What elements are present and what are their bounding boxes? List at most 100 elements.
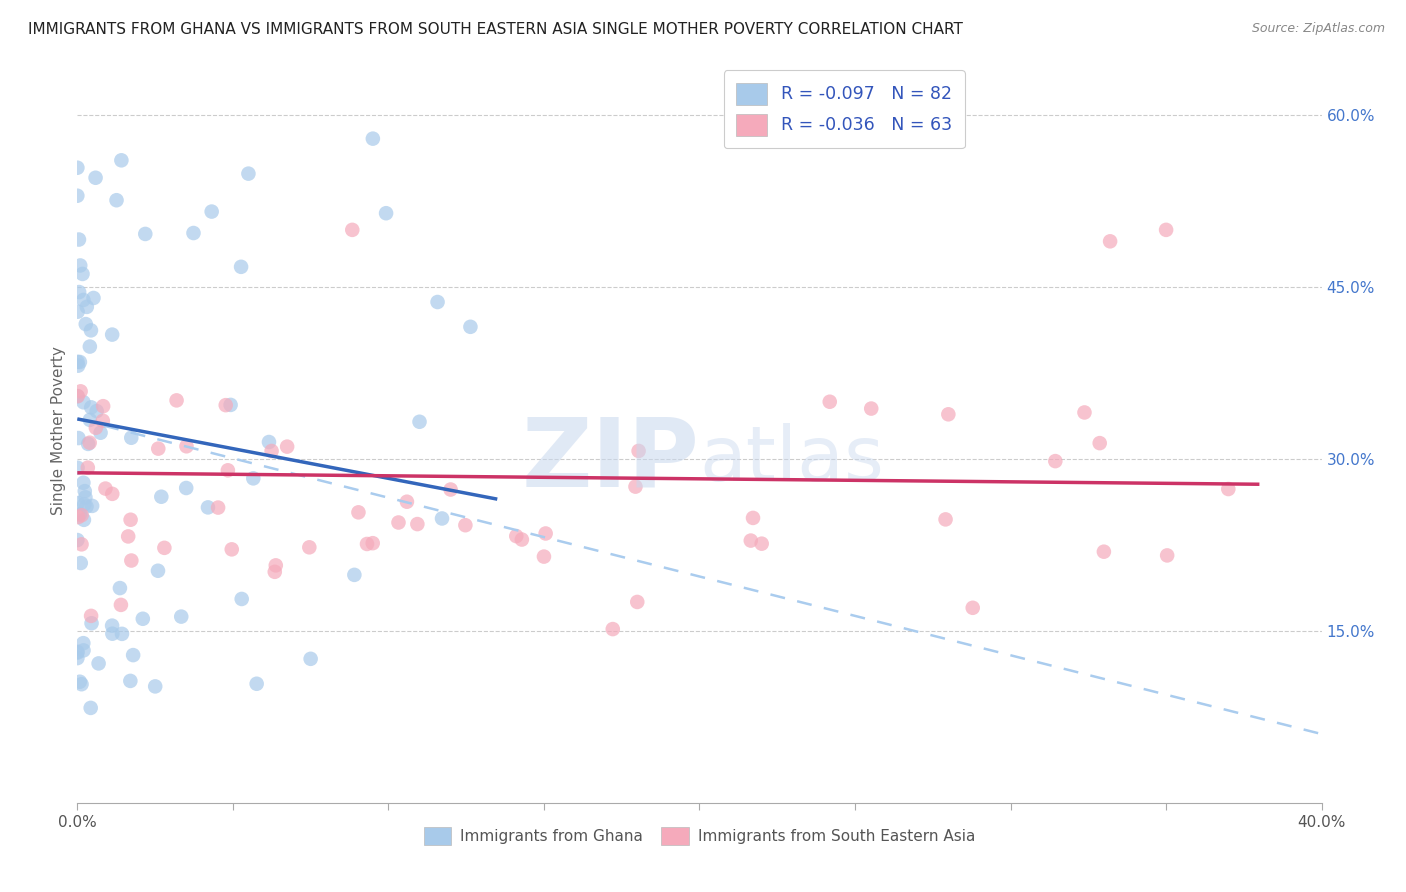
Point xyxy=(299,652,322,666)
Point xyxy=(1156,549,1178,563)
Point xyxy=(231,591,253,606)
Point xyxy=(219,398,242,412)
Point xyxy=(242,471,264,485)
Point xyxy=(298,541,321,555)
Point xyxy=(257,435,280,450)
Point xyxy=(183,226,205,240)
Point xyxy=(120,553,142,567)
Point xyxy=(361,536,384,550)
Point xyxy=(66,389,89,403)
Point xyxy=(361,131,384,145)
Point xyxy=(82,499,104,513)
Point xyxy=(962,600,984,615)
Point xyxy=(69,674,91,689)
Point xyxy=(69,355,91,369)
Point xyxy=(91,399,114,413)
Point xyxy=(66,645,89,659)
Point xyxy=(134,227,156,241)
Point xyxy=(72,643,94,657)
Point xyxy=(72,395,94,409)
Point xyxy=(79,340,101,354)
Point xyxy=(860,401,883,416)
Point xyxy=(751,536,773,550)
Point xyxy=(73,484,96,499)
Point xyxy=(238,167,260,181)
Point xyxy=(66,161,89,175)
Point xyxy=(70,537,93,551)
Point xyxy=(818,394,841,409)
Point xyxy=(120,431,142,445)
Point xyxy=(66,460,89,475)
Point xyxy=(602,622,624,636)
Point xyxy=(146,564,169,578)
Point xyxy=(263,565,285,579)
Y-axis label: Single Mother Poverty: Single Mother Poverty xyxy=(51,346,66,515)
Point xyxy=(101,327,124,342)
Point xyxy=(439,483,461,497)
Point xyxy=(73,513,96,527)
Point xyxy=(72,636,94,650)
Point xyxy=(148,442,170,456)
Point xyxy=(264,558,287,573)
Point xyxy=(166,393,188,408)
Point xyxy=(66,304,89,318)
Point xyxy=(101,618,124,632)
Point xyxy=(101,487,124,501)
Point xyxy=(72,293,94,307)
Point xyxy=(117,529,139,543)
Point xyxy=(1088,436,1111,450)
Point xyxy=(201,204,224,219)
Text: ZIP: ZIP xyxy=(522,414,700,507)
Point xyxy=(108,581,131,595)
Point xyxy=(534,526,557,541)
Point xyxy=(80,401,103,415)
Point xyxy=(260,444,283,458)
Point xyxy=(66,646,89,660)
Point xyxy=(110,598,132,612)
Point xyxy=(69,259,91,273)
Point xyxy=(70,508,93,523)
Text: atlas: atlas xyxy=(700,423,884,497)
Point xyxy=(80,616,103,631)
Point xyxy=(75,317,97,331)
Point xyxy=(375,206,398,220)
Point xyxy=(67,510,90,524)
Point xyxy=(91,414,114,428)
Point xyxy=(69,508,91,522)
Point xyxy=(426,295,449,310)
Point xyxy=(505,529,527,543)
Point xyxy=(1092,544,1115,558)
Point xyxy=(215,398,238,412)
Point xyxy=(67,359,90,373)
Point xyxy=(356,537,378,551)
Point xyxy=(460,319,482,334)
Point xyxy=(624,480,647,494)
Point xyxy=(67,431,90,445)
Point xyxy=(72,267,94,281)
Point xyxy=(66,651,89,665)
Point xyxy=(276,440,298,454)
Point xyxy=(79,413,101,427)
Point xyxy=(110,153,132,168)
Legend: Immigrants from Ghana, Immigrants from South Eastern Asia: Immigrants from Ghana, Immigrants from S… xyxy=(418,822,981,851)
Point xyxy=(626,595,648,609)
Point xyxy=(69,556,91,570)
Point xyxy=(120,513,142,527)
Point xyxy=(73,497,96,511)
Point xyxy=(79,435,101,450)
Point xyxy=(174,481,197,495)
Point xyxy=(101,626,124,640)
Point xyxy=(221,542,243,557)
Point xyxy=(342,223,364,237)
Point xyxy=(936,407,959,421)
Point xyxy=(84,421,107,435)
Point xyxy=(69,384,91,399)
Point xyxy=(76,300,98,314)
Point xyxy=(132,612,155,626)
Point xyxy=(143,680,166,694)
Point xyxy=(627,444,650,458)
Point xyxy=(742,511,765,525)
Point xyxy=(80,323,103,337)
Point xyxy=(176,439,198,453)
Point xyxy=(1154,223,1177,237)
